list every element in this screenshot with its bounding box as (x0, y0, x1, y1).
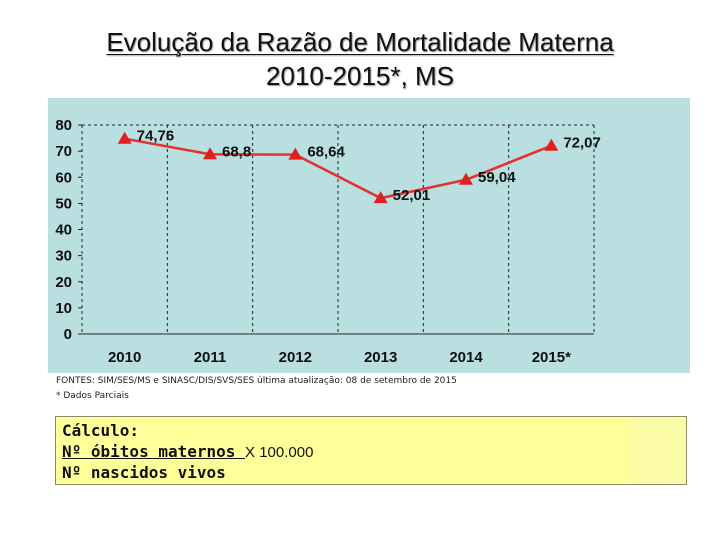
y-tick-label: 0 (64, 326, 72, 343)
calculation-numerator: Nº óbitos maternos (62, 442, 236, 461)
data-point-marker (459, 172, 473, 185)
data-point-marker (117, 131, 132, 144)
data-point-marker (373, 191, 388, 204)
calculation-numerator-line: Nº óbitos maternos X 100.000 (62, 442, 313, 461)
source-note: FONTES: SIM/SES/MS e SINASC/DIS/SVS/SES … (56, 376, 457, 386)
y-tick-label: 60 (55, 169, 72, 186)
calculation-box: Cálculo: Nº óbitos maternos X 100.000 Nº… (55, 416, 687, 485)
y-tick-label: 50 (55, 195, 72, 212)
x-tick-label: 2013 (364, 349, 397, 366)
x-tick-label: 2011 (194, 349, 227, 366)
y-tick-label: 10 (55, 300, 72, 317)
calculation-denominator: Nº nascidos vivos (62, 463, 226, 482)
chart-subtitle: 2010-2015*, MS (266, 61, 454, 91)
y-tick-label: 20 (55, 274, 72, 291)
x-tick-label: 2015* (532, 349, 571, 366)
x-tick-label: 2010 (108, 349, 141, 366)
y-tick-label: 80 (55, 117, 72, 134)
data-point-marker (203, 147, 217, 160)
data-label: 72,07 (563, 135, 601, 152)
y-tick-label: 30 (55, 248, 72, 265)
x-tick-label: 2012 (279, 349, 312, 366)
data-point-marker (544, 138, 559, 151)
calculation-heading: Cálculo: (62, 421, 140, 440)
data-label: 68,8 (222, 143, 251, 160)
chart-area: 0 10 20 30 40 50 60 70 80 2010 2011 2012 2013 2014 201… (48, 98, 690, 373)
series-line (124, 137, 552, 200)
data-label: 52,01 (393, 187, 431, 204)
data-label: 59,04 (478, 169, 516, 186)
y-tick-label: 70 (55, 143, 72, 160)
calculation-box-strip (631, 417, 686, 484)
calculation-multiplier: X 100.000 (245, 444, 314, 461)
line-chart: 0 10 20 30 40 50 60 70 80 2010 2011 2012 2013 2014 201… (48, 98, 690, 373)
data-point-marker (288, 147, 303, 160)
data-label: 74,76 (137, 128, 175, 145)
data-label: 68,64 (307, 144, 345, 161)
x-tick-label: 2014 (449, 349, 483, 366)
y-tick-label: 40 (55, 222, 72, 239)
numerator-underline-gap (235, 442, 245, 461)
partial-data-note: * Dados Parciais (56, 391, 129, 401)
chart-title: Evolução da Razão de Mortalidade Materna (106, 27, 614, 57)
